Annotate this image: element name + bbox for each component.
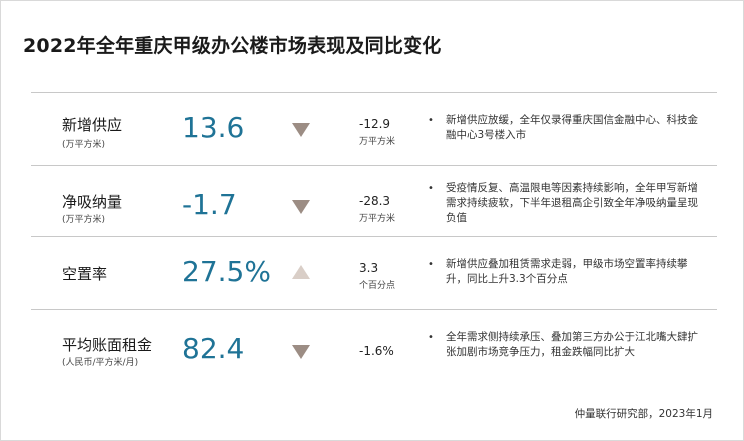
yoy-change: -1.6% bbox=[359, 344, 394, 358]
divider bbox=[31, 309, 717, 310]
bullet: • bbox=[428, 115, 434, 126]
metric-value: 27.5% bbox=[182, 255, 271, 288]
divider bbox=[31, 236, 717, 237]
down-arrow-icon bbox=[292, 345, 310, 359]
bullet: • bbox=[428, 259, 434, 270]
metric-label: 平均账面租金 bbox=[62, 336, 153, 354]
commentary: 新增供应放缓，全年仅录得重庆国信金融中心、科技金融中心3号楼入市 bbox=[446, 114, 698, 141]
metric-label: 净吸纳量 bbox=[62, 193, 123, 211]
metric-row-net-absorption: 净吸纳量 (万平方米) -1.7 -28.3 万平方米 • 受疫情反复、高温限电… bbox=[1, 166, 744, 236]
down-arrow-icon bbox=[292, 200, 310, 214]
divider bbox=[31, 165, 717, 166]
metric-unit: (人民币/平方米/月) bbox=[62, 358, 139, 368]
commentary: 新增供应叠加租赁需求走弱，甲级市场空置率持续攀升，同比上升3.3个百分点 bbox=[446, 258, 688, 285]
metric-row-vacancy-rate: 空置率 27.5% 3.3 个百分点 • 新增供应叠加租赁需求走弱，甲级市场空置… bbox=[1, 237, 744, 309]
down-arrow-icon bbox=[292, 123, 310, 137]
metric-row-average-rent: 平均账面租金 (人民币/平方米/月) 82.4 -1.6% • 全年需求侧持续承… bbox=[1, 310, 744, 382]
yoy-change: -12.9 bbox=[359, 117, 391, 131]
metric-value: 82.4 bbox=[182, 332, 245, 365]
divider bbox=[31, 92, 717, 93]
metric-unit: (万平方米) bbox=[62, 140, 106, 150]
yoy-change-unit: 个百分点 bbox=[359, 281, 396, 291]
up-arrow-icon bbox=[292, 265, 310, 279]
metric-value: -1.7 bbox=[182, 188, 237, 221]
metric-label: 空置率 bbox=[62, 265, 108, 283]
yoy-change: -28.3 bbox=[359, 194, 391, 208]
metric-row-new-supply: 新增供应 (万平方米) 13.6 -12.9 万平方米 • 新增供应放缓，全年仅… bbox=[1, 93, 744, 165]
bullet: • bbox=[428, 332, 434, 343]
yoy-change-unit: 万平方米 bbox=[359, 214, 396, 224]
metric-value: 13.6 bbox=[182, 111, 245, 144]
metric-unit: (万平方米) bbox=[62, 215, 106, 225]
commentary: 全年需求侧持续承压、叠加第三方办公于江北嘴大肆扩张加剧市场竞争压力，租金跌幅同比… bbox=[446, 331, 698, 358]
yoy-change-unit: 万平方米 bbox=[359, 137, 396, 147]
yoy-change: 3.3 bbox=[359, 261, 379, 275]
bullet: • bbox=[428, 183, 434, 194]
source-note: 仲量联行研究部，2023年1月 bbox=[574, 408, 713, 420]
page-title: 2022年全年重庆甲级办公楼市场表现及同比变化 bbox=[23, 35, 442, 57]
commentary: 受疫情反复、高温限电等因素持续影响，全年甲写新增需求持续疲软，下半年退租高企引致… bbox=[446, 182, 698, 224]
metric-label: 新增供应 bbox=[62, 116, 123, 134]
